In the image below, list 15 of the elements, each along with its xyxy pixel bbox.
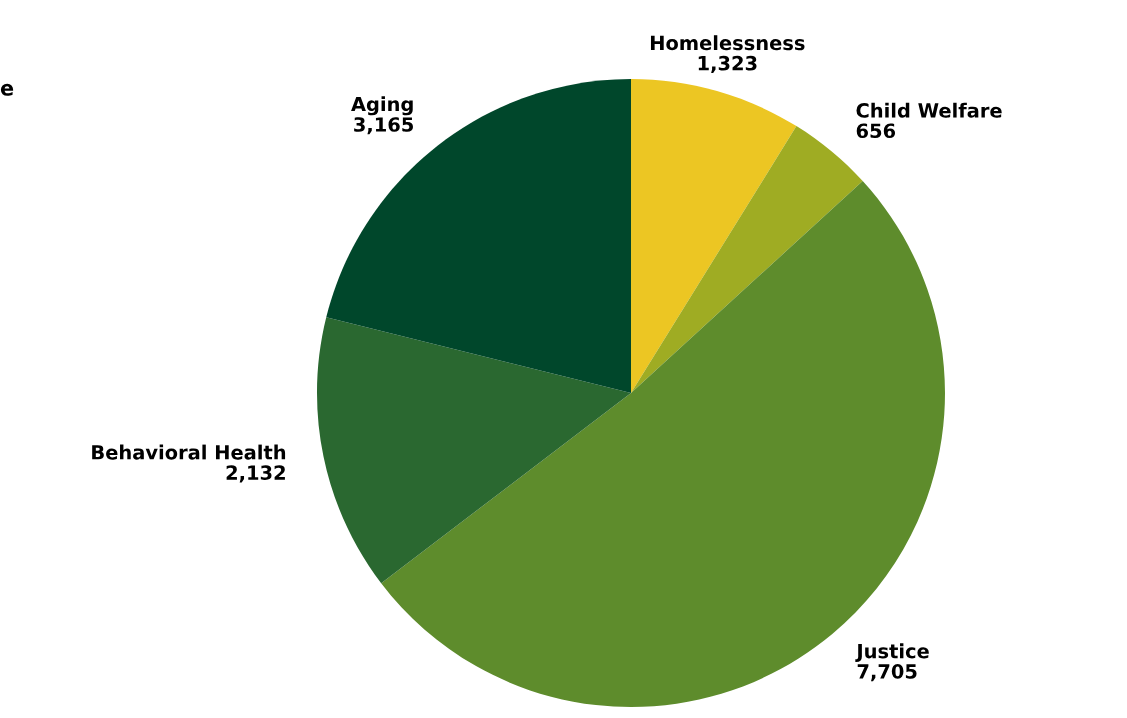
pie-slice <box>631 79 797 393</box>
text: e <box>0 83 14 96</box>
data-label: 7,705 <box>857 664 917 682</box>
slice-label: Aging <box>351 96 413 116</box>
data-label: 3,165 <box>354 117 413 135</box>
slice-label: Behavioral Health <box>92 444 286 460</box>
pie-slice <box>326 79 631 393</box>
pie-slice <box>317 317 631 584</box>
slice-label: Justice <box>855 643 929 663</box>
data-label: 1,323 <box>698 55 757 74</box>
data-label: 656 <box>856 123 896 139</box>
pie-slice <box>381 181 945 707</box>
slice-label: Child Welfare <box>856 102 1002 118</box>
data-label: 2,132 <box>226 465 285 483</box>
slice-label: Homelessness <box>650 35 805 51</box>
